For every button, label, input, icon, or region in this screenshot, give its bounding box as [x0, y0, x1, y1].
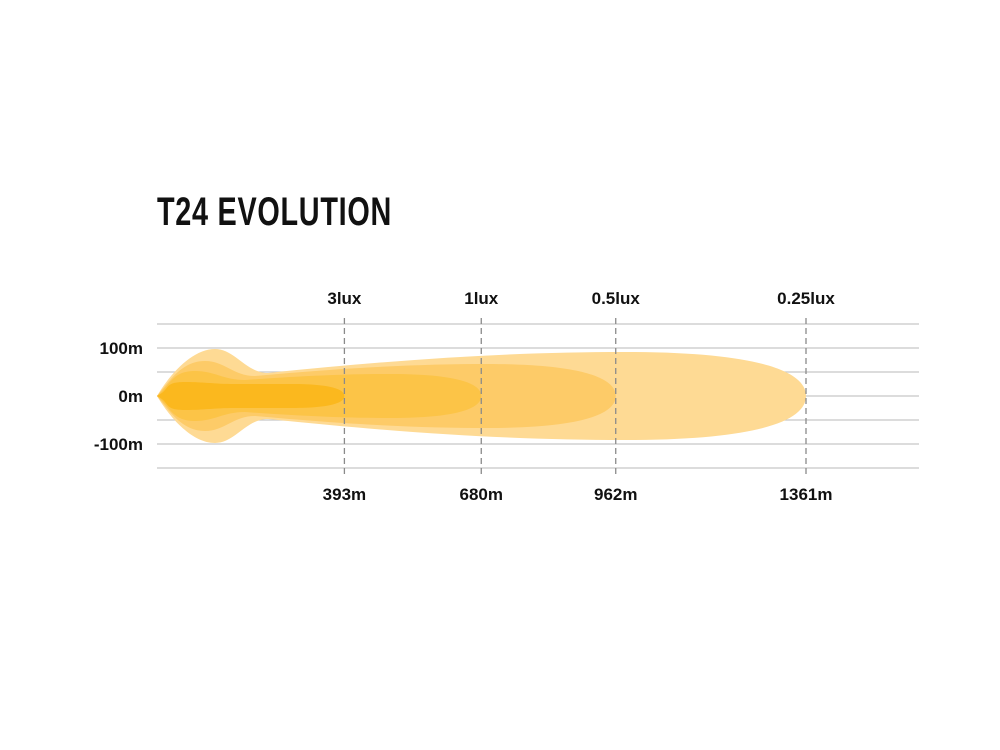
chart-title: T24 EVOLUTION [157, 190, 393, 234]
lux-label: 1lux [464, 289, 499, 308]
y-tick-label: 0m [118, 387, 143, 406]
y-tick-label: 100m [100, 339, 143, 358]
lux-label: 3lux [327, 289, 362, 308]
lux-label: 0.5lux [592, 289, 641, 308]
distance-label: 393m [323, 485, 366, 504]
distance-label: 680m [460, 485, 503, 504]
y-tick-label: -100m [94, 435, 143, 454]
lux-label: 0.25lux [777, 289, 835, 308]
distance-label: 962m [594, 485, 637, 504]
distance-label: 1361m [780, 485, 833, 504]
beam-contour-3lux [157, 382, 345, 410]
